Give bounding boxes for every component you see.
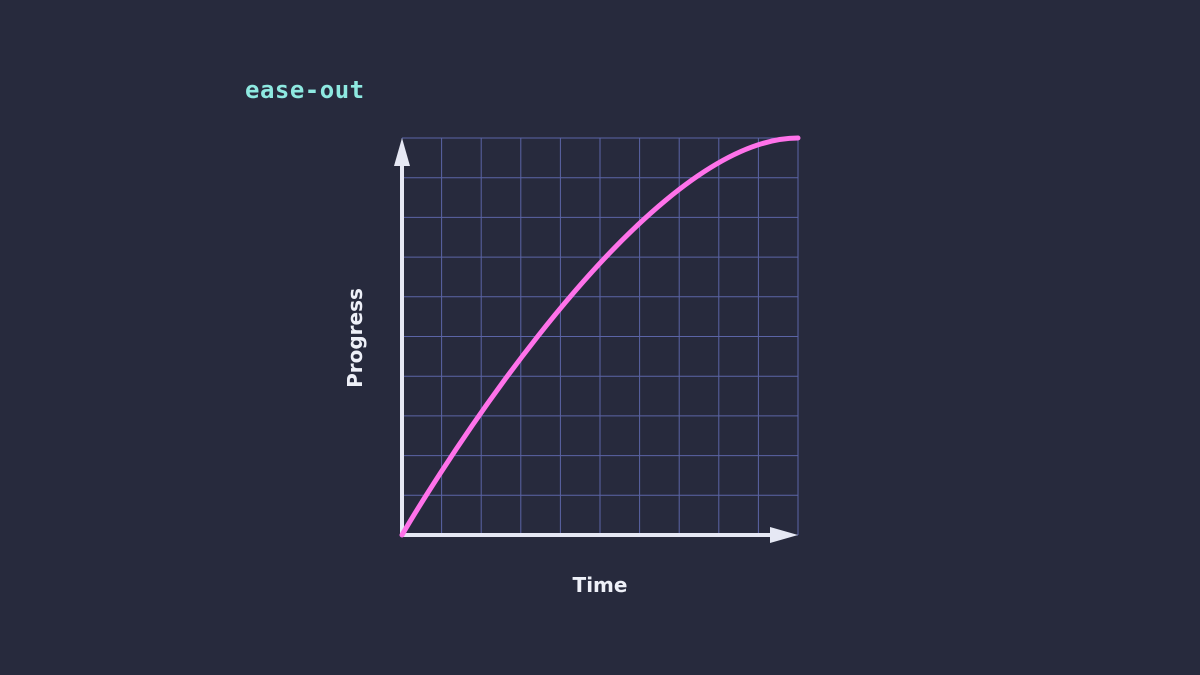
y-axis-arrow-icon	[394, 138, 410, 166]
y-axis-label: Progress	[343, 288, 367, 388]
easing-curve	[399, 135, 801, 538]
easing-title: ease-out	[245, 76, 365, 104]
grid	[401, 137, 799, 536]
axes	[394, 138, 798, 543]
x-axis-label: Time	[572, 573, 628, 597]
x-axis-arrow-icon	[770, 527, 798, 543]
